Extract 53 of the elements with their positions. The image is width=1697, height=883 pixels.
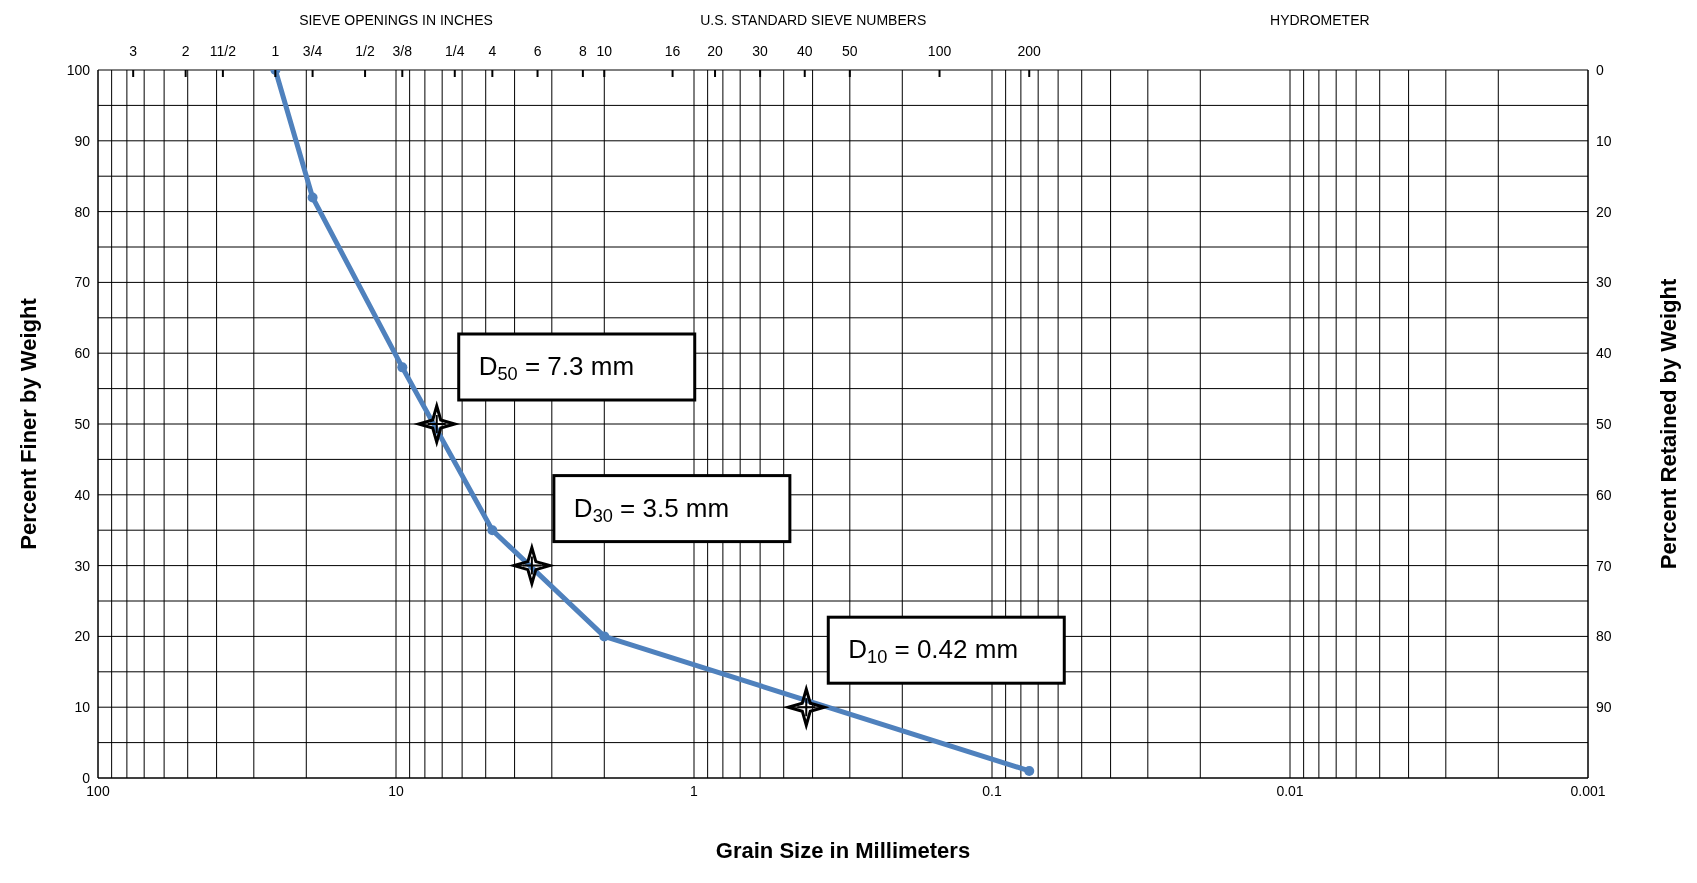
text: 1	[271, 43, 280, 59]
y-tick-label: 10	[74, 699, 91, 716]
text: HYDROMETER	[1270, 12, 1370, 28]
y2-tick-label: 10	[1596, 132, 1612, 149]
text: 50	[842, 43, 858, 59]
text: 11/2	[209, 43, 237, 59]
text: 20	[707, 43, 724, 59]
y2-tick-label: 60	[1596, 486, 1612, 503]
text: 2	[181, 43, 190, 59]
text: U.S. STANDARD SIEVE NUMBERS	[700, 12, 927, 28]
text: 1/2	[355, 43, 376, 59]
text: 16	[664, 43, 681, 59]
x-tick-label: 1	[690, 782, 699, 799]
y-tick-label: 50	[74, 415, 91, 432]
y2-axis-title: Percent Retained by Weight	[1655, 278, 1681, 570]
x-tick-label: 0.001	[1570, 782, 1606, 799]
y-tick-label: 70	[74, 274, 91, 291]
x-tick-label: 10	[388, 782, 404, 799]
y-tick-label: 40	[74, 486, 91, 503]
annotation: D$_{10}$ = 0.42 mm	[848, 634, 1019, 668]
y-tick-label: 20	[74, 628, 91, 645]
text: 8	[578, 43, 587, 59]
y2-tick-label: 50	[1596, 415, 1612, 432]
y-tick-label: 90	[74, 132, 91, 149]
x-tick-label: 0.01	[1276, 782, 1304, 799]
y-axis-title: Percent Finer by Weight	[15, 297, 41, 550]
annotation: D$_{50}$ = 7.3 mm	[478, 351, 635, 385]
text: 3/4	[302, 43, 323, 59]
y2-tick-label: 90	[1596, 699, 1612, 716]
y2-tick-label: 40	[1596, 345, 1612, 362]
text: 1/4	[445, 43, 465, 59]
x-axis-title: Grain Size in Millimeters	[715, 838, 971, 863]
y2-tick-label: 80	[1596, 628, 1612, 645]
text: SIEVE OPENINGS IN INCHES	[299, 12, 493, 28]
x-tick-label: 0.1	[982, 782, 1002, 799]
text: 200	[1017, 43, 1042, 59]
y-tick-label: 60	[74, 345, 91, 362]
y-tick-label: 30	[74, 557, 91, 574]
text: 3/8	[392, 43, 413, 59]
text: 6	[533, 43, 542, 59]
y-tick-label: 100	[66, 61, 91, 78]
text: 30	[752, 43, 769, 59]
y-tick-label: 80	[74, 203, 91, 220]
annotation: D$_{30}$ = 3.5 mm	[573, 492, 730, 526]
text: 10	[596, 43, 613, 59]
text: 100	[927, 43, 952, 59]
text: 4	[488, 43, 497, 59]
y2-tick-label: 30	[1596, 274, 1612, 291]
text: 40	[796, 43, 813, 59]
y2-tick-label: 0	[1596, 61, 1604, 78]
y2-tick-label: 70	[1596, 557, 1612, 574]
y2-tick-label: 20	[1596, 203, 1612, 220]
text: 3	[129, 43, 138, 59]
